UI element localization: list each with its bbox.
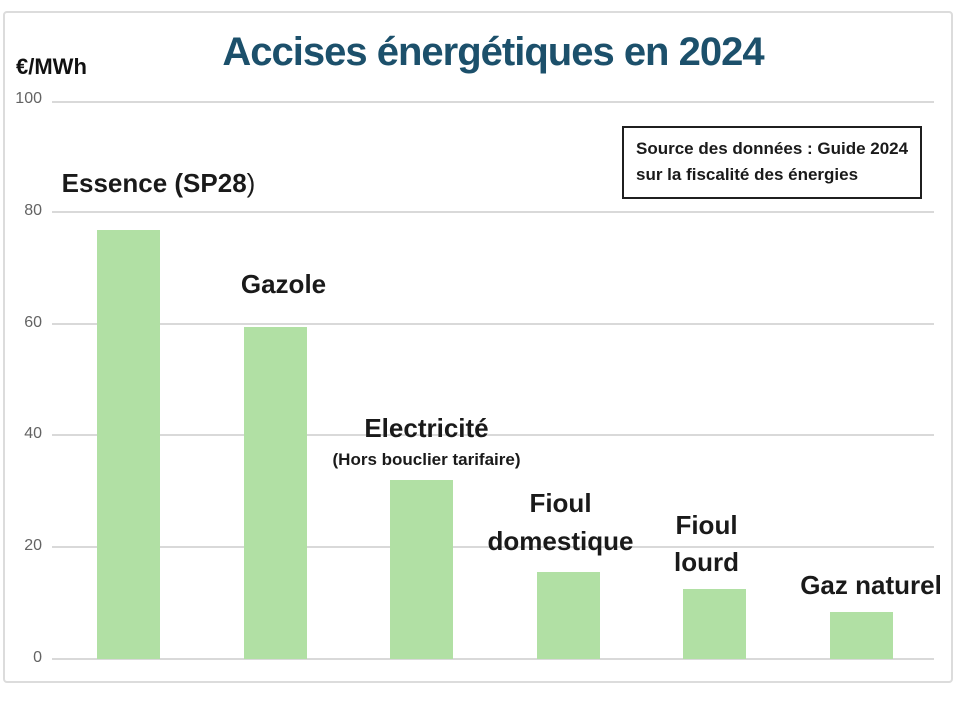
y-tick-label: 0 (33, 649, 42, 666)
gridline (52, 546, 934, 549)
bar-label: Electricité (Hors bouclier tarifaire) (333, 410, 521, 470)
gridline (52, 322, 934, 325)
bar-label: Essence (SP28) (62, 165, 256, 203)
bar (537, 571, 600, 659)
chart-frame (3, 11, 953, 683)
source-line-1: Source des données : Guide 2024 (636, 139, 909, 158)
bar (683, 589, 746, 659)
bar-label: Fioul lourd (674, 507, 739, 582)
y-axis-unit-label: €/MWh (16, 54, 87, 79)
bar-label-line: Gazole (240, 269, 327, 300)
bar-label-line: Fioul (675, 509, 738, 540)
gridline (52, 210, 934, 213)
bar-label-subline: (Hors bouclier tarifaire) (332, 449, 521, 469)
bar-label-line: domestique (487, 526, 634, 557)
bar (97, 229, 160, 659)
bar-label: Fioul domestique (488, 485, 634, 560)
y-tick-label: 80 (24, 201, 42, 219)
y-tick-label: 20 (24, 537, 42, 555)
bar (390, 480, 453, 659)
gridline (52, 101, 934, 103)
source-line-2: sur la fiscalité des énergies (636, 165, 859, 185)
bar (829, 611, 893, 659)
bar-label-line: Fioul (529, 488, 592, 519)
bar-label-line: Electricité (364, 413, 489, 444)
y-tick-label: 60 (24, 313, 42, 331)
bar-label-line: Gaz naturel (800, 569, 942, 600)
source-box: Source des données : Guide 2024 sur la f… (622, 126, 923, 199)
bar-label: Gazole (241, 266, 326, 304)
gridline (52, 658, 934, 660)
gridline (52, 434, 934, 437)
bar-label-line: lourd (674, 547, 739, 578)
bar-label-line: Essence (SP28) (61, 168, 256, 199)
chart-title: Accises énergétiques en 2024 (222, 30, 764, 74)
plot-area: Essence (SP28) Gazole Electricité (Hors bou… (52, 101, 942, 660)
bar-label-tail: ) (246, 168, 256, 199)
bar-label: Gaz naturel (800, 567, 942, 605)
y-tick-label: 100 (15, 90, 42, 107)
bar (244, 326, 307, 659)
y-tick-label: 40 (24, 425, 42, 443)
